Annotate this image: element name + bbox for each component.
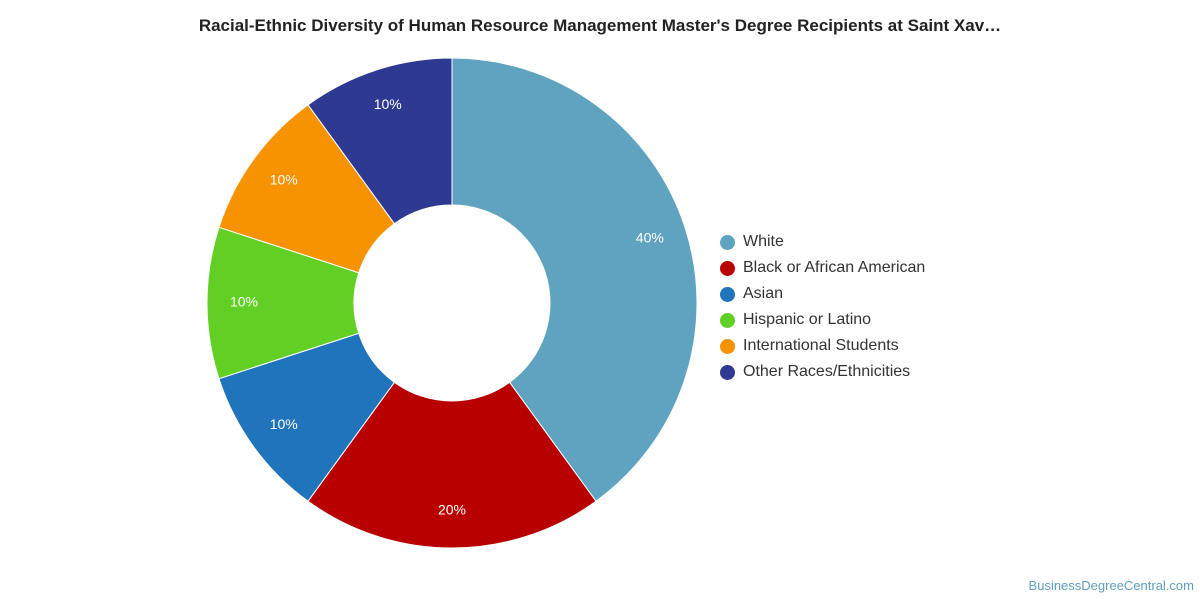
legend-marker-icon: [720, 364, 735, 380]
legend-label: Other Races/Ethnicities: [743, 363, 911, 380]
legend-item[interactable]: White: [720, 229, 925, 255]
slice-other-races-ethnicities[interactable]: [307, 57, 453, 225]
donut-slice-labels: 40% 20% 10% 10% 10% 10%: [230, 96, 664, 518]
legend-marker-icon: [720, 338, 735, 354]
legend-label: Black or African American: [743, 259, 926, 276]
legend-item[interactable]: Other Races/Ethnicities: [720, 359, 925, 385]
legend-item[interactable]: Black or African American: [720, 255, 925, 281]
slice-label: 10%: [270, 171, 298, 187]
chart-title: Racial-Ethnic Diversity of Human Resourc…: [198, 16, 1002, 35]
source-credit[interactable]: BusinessDegreeCentral.com: [1028, 578, 1194, 593]
legend-label: White: [743, 233, 784, 250]
legend-label: International Students: [743, 337, 899, 354]
legend-marker-icon: [720, 260, 735, 276]
slice-label: 10%: [374, 96, 402, 112]
slice-label: 10%: [230, 294, 258, 310]
legend-label: Hispanic or Latino: [743, 311, 872, 328]
donut-slices: [206, 57, 698, 549]
legend-marker-icon: [720, 312, 735, 328]
slice-white[interactable]: [451, 57, 698, 502]
slice-label: 10%: [270, 416, 298, 432]
slice-black-or-african-american[interactable]: [307, 381, 597, 549]
legend-item[interactable]: Asian: [720, 281, 925, 307]
slice-label: 20%: [438, 502, 466, 518]
slice-label: 40%: [636, 229, 664, 245]
legend-marker-icon: [720, 234, 735, 250]
legend-item[interactable]: International Students: [720, 333, 925, 359]
legend-marker-icon: [720, 286, 735, 302]
legend-label: Asian: [743, 285, 784, 302]
legend-item[interactable]: Hispanic or Latino: [720, 307, 925, 333]
legend: White Black or African American Asian Hispa…: [720, 229, 925, 385]
